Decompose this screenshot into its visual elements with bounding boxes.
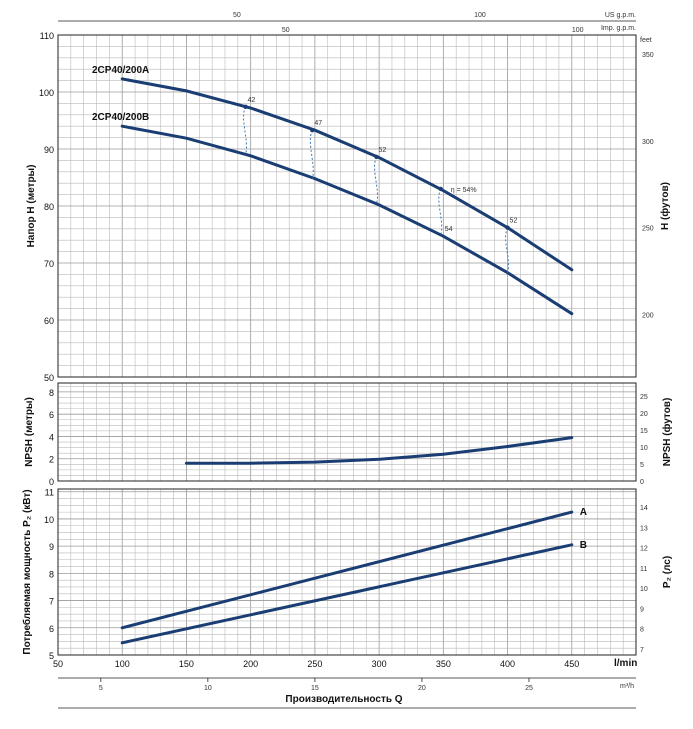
power-y-label: Потребляемая мощность P₂ (кВт): [21, 489, 33, 654]
npsh-y2-tick: 15: [640, 428, 648, 435]
us-gpm-label: US g.p.m.: [605, 12, 636, 19]
power-y-tick: 8: [49, 569, 54, 579]
x-tick: 250: [307, 659, 322, 669]
x2-tick: 20: [418, 685, 426, 692]
imp-gpm-label: Imp. g.p.m.: [601, 25, 636, 32]
x-tick: 100: [115, 659, 130, 669]
x-unit-lmin: l/min: [614, 658, 637, 669]
efficiency-label: 42: [248, 97, 256, 104]
npsh-y2-label: NPSH (футов): [661, 398, 673, 467]
power-y2-tick: 10: [640, 586, 648, 593]
feet-label: feet: [640, 37, 652, 44]
head-y-tick: 90: [44, 145, 54, 155]
efficiency-point: [438, 186, 443, 192]
npsh-curve: [184, 436, 574, 465]
power-y-tick: 9: [49, 542, 54, 552]
efficiency-label: 47: [314, 120, 322, 127]
x-tick: 450: [564, 659, 579, 669]
power-y-tick: 11: [45, 488, 54, 498]
npsh-y2-tick: 0: [640, 479, 644, 486]
power-y2-tick: 11: [640, 566, 647, 573]
efficiency-label: 52: [379, 147, 387, 154]
power-curve-b: [120, 543, 574, 645]
npsh-y-tick: 2: [49, 455, 54, 465]
power-y2-tick: 14: [640, 505, 648, 512]
power-y2-label: P₂ (лс): [662, 556, 673, 588]
x-tick: 150: [179, 659, 194, 669]
top-axis-tick: 100: [572, 27, 584, 34]
head-y-tick: 80: [44, 202, 54, 212]
x-tick: 200: [243, 659, 258, 669]
x2-tick: 10: [204, 685, 212, 692]
power-y2-tick: 9: [640, 606, 644, 613]
npsh-y-label: NPSH (метры): [24, 397, 35, 467]
head-y-tick: 110: [40, 31, 54, 41]
head-series-label: 2CP40/200B: [92, 112, 149, 123]
efficiency-label: 52: [510, 218, 518, 225]
npsh-y-tick: 8: [49, 388, 54, 398]
power-y2-tick: 13: [640, 525, 648, 532]
efficiency-connector: [374, 156, 378, 204]
efficiency-connector: [243, 106, 247, 155]
head-y2-tick: 350: [642, 52, 654, 59]
frame-layer: [57, 34, 637, 656]
efficiency-point: [243, 104, 248, 110]
power-y-tick: 10: [44, 515, 54, 525]
npsh-y2-tick: 20: [640, 411, 648, 418]
x2-tick: 25: [525, 685, 533, 692]
power-y-tick: 7: [49, 597, 54, 607]
top-axis-tick: 100: [474, 12, 486, 19]
x2-tick: 5: [99, 685, 103, 692]
x-tick: 50: [53, 659, 63, 669]
efficiency-label: 54: [445, 226, 453, 233]
npsh-y-tick: 6: [49, 410, 54, 420]
power-y2-tick: 7: [640, 647, 644, 654]
npsh-y2-tick: 10: [640, 445, 648, 452]
efficiency-point: [310, 127, 315, 133]
power-y-tick: 6: [49, 624, 54, 634]
power-y2-tick: 12: [640, 546, 648, 553]
curve-layer: [120, 77, 574, 645]
head-curve-b: [120, 124, 574, 316]
npsh-y2-tick: 5: [640, 462, 644, 469]
power-curve-a: [120, 510, 574, 630]
x-unit-m3h: m³/h: [620, 683, 634, 690]
head-y2-label: H (футов): [659, 182, 671, 230]
top-axis-tick: 50: [282, 27, 290, 34]
head-y2-tick: 200: [642, 313, 654, 320]
efficiency-point: [374, 154, 379, 160]
head-series-label: 2CP40/200A: [92, 65, 149, 76]
grid-layer: [58, 20, 636, 709]
efficiency-point: [505, 225, 510, 230]
head-y2-tick: 250: [642, 226, 654, 233]
npsh-y2-tick: 25: [640, 394, 648, 401]
x-tick: 300: [372, 659, 387, 669]
power-series-label: B: [580, 540, 587, 551]
npsh-y-tick: 0: [49, 477, 54, 487]
head-curve-a: [120, 77, 574, 272]
power-y2-tick: 8: [640, 627, 644, 634]
head-y-label: Напор H (метры): [26, 165, 37, 248]
x-tick: 400: [500, 659, 515, 669]
power-series-label: A: [580, 507, 587, 518]
efficiency-label: η = 54%: [451, 187, 477, 194]
top-axis-tick: 50: [233, 12, 241, 19]
npsh-y-tick: 4: [49, 432, 54, 442]
head-y-tick: 60: [44, 316, 54, 326]
efficiency-connector: [309, 129, 314, 180]
power-y-tick: 5: [49, 651, 54, 661]
x-axis-title: Производительность Q: [285, 694, 402, 705]
efficiency-connector: [438, 188, 443, 236]
efficiency-connector: [505, 227, 509, 273]
x2-tick: 15: [311, 685, 319, 692]
head-y-tick: 50: [44, 373, 54, 383]
head-y-tick: 100: [39, 88, 54, 98]
x-tick: 350: [436, 659, 451, 669]
head-y-tick: 70: [44, 259, 54, 269]
head-y2-tick: 300: [642, 139, 654, 146]
